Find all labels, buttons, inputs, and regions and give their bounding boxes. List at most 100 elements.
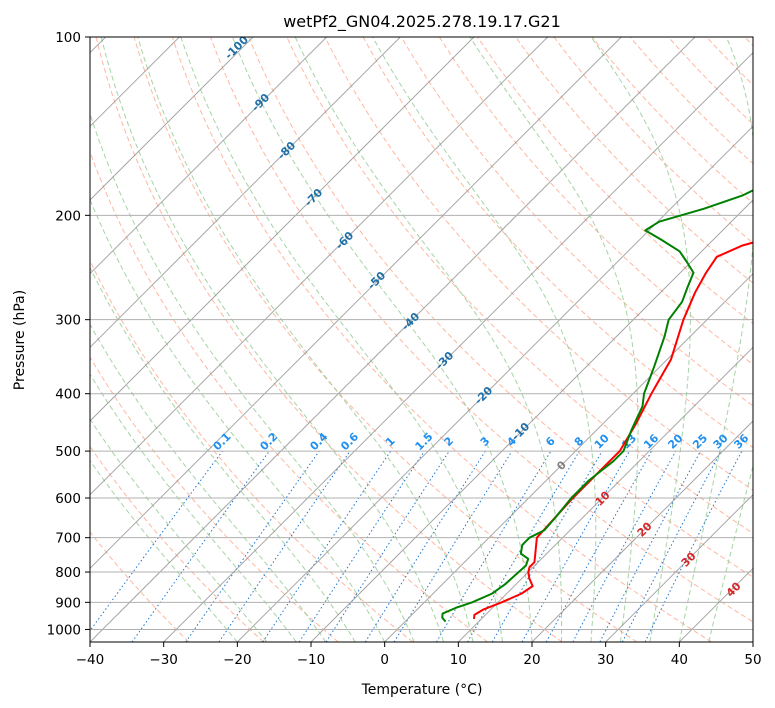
y-tick-label: 800 [55, 565, 81, 581]
mixing-ratio-label: 16 [641, 431, 661, 451]
dry-adiabat [668, 37, 753, 125]
isotherm [236, 125, 753, 642]
plot-area: -100-90-80-70-60-50-40-30-20-10010203040… [90, 37, 753, 642]
mixing-ratio-line [644, 450, 743, 642]
dry-adiabat [515, 37, 753, 284]
dry-adiabat [400, 37, 753, 407]
moist-adiabat [100, 37, 445, 642]
moist-adiabat [90, 418, 268, 642]
y-tick-label: 200 [55, 208, 81, 224]
isotherm [531, 420, 753, 642]
mixing-ratio-line [467, 450, 580, 642]
moist-adiabat [678, 37, 753, 642]
x-tick-label: 0 [380, 652, 389, 668]
isotherm [90, 37, 401, 349]
dry-adiabat [324, 37, 753, 491]
mixing-ratio-label: 3 [478, 434, 493, 449]
x-tick-label: −20 [223, 652, 252, 668]
isotherm [384, 272, 753, 642]
mixing-ratio-label: 0.6 [338, 430, 361, 453]
isotherm [457, 346, 753, 642]
sounding-series [441, 189, 753, 623]
dry-adiabat [90, 259, 414, 642]
x-tick-label: −10 [297, 652, 326, 668]
mixing-ratio-line [435, 450, 552, 642]
x-tick-label: −30 [149, 652, 178, 668]
y-tick-label: 1000 [47, 622, 81, 638]
y-axis-label: Pressure (hPa) [12, 290, 28, 390]
y-tick-label: 300 [55, 313, 81, 329]
x-tick-label: 40 [671, 652, 688, 668]
mixing-ratio-line [90, 450, 223, 632]
dry-adiabat [90, 531, 190, 642]
moist-adiabat [137, 37, 474, 642]
moist-adiabat [90, 266, 356, 642]
y-tick-label: 100 [55, 30, 81, 46]
temperature-line [473, 241, 753, 620]
isotherm [605, 493, 753, 642]
moist-adiabat [90, 323, 327, 642]
dry-adiabats [90, 37, 753, 642]
isotherm [90, 37, 254, 201]
mixing-ratio-label: 6 [543, 434, 558, 449]
mixing-ratio-line [599, 450, 701, 642]
moist-adiabat [90, 198, 386, 642]
mixing-ratio-line [572, 450, 677, 642]
dewpoint-line [441, 189, 753, 623]
moist-adiabats [90, 37, 753, 642]
x-tick-label: 30 [597, 652, 614, 668]
x-axis-ticks: −40 −30 −20 −10 0 10 20 30 40 50 [76, 642, 762, 668]
dry-adiabat [90, 150, 488, 642]
mixing-ratio-line [325, 450, 450, 642]
isotherm [90, 37, 696, 642]
mixing-ratio-label: 0.4 [307, 430, 330, 453]
dry-adiabat [210, 37, 753, 623]
moist-adiabat [294, 37, 563, 642]
isotherm [90, 37, 328, 275]
pressure-gridlines [90, 37, 753, 630]
moist-adiabat [231, 37, 533, 642]
dry-adiabat [90, 445, 264, 642]
mixing-ratio-line [621, 450, 722, 642]
chart-title: wetPf2_GN04.2025.278.19.17.G21 [283, 12, 561, 32]
y-tick-label: 600 [55, 491, 81, 507]
mixing-ratio-line [185, 450, 320, 642]
dry-adiabat [591, 37, 753, 204]
moist-adiabat [372, 37, 597, 642]
dry-adiabat [171, 37, 712, 642]
isotherm [90, 37, 549, 496]
isotherm [310, 199, 753, 642]
isotherm [678, 567, 753, 642]
moist-adiabat [590, 37, 691, 642]
moist-adiabat [90, 373, 297, 642]
mixing-ratio-line [545, 450, 653, 642]
mixing-ratio-line [393, 450, 513, 642]
mixing-ratio-label: 0.1 [211, 430, 234, 453]
dry-adiabat [362, 37, 753, 449]
x-tick-label: 20 [523, 652, 540, 668]
dry-adiabat [744, 37, 753, 47]
dry-adiabat [133, 37, 638, 642]
mixing-ratio-label: 1.5 [413, 430, 436, 453]
mixing-ratio-label: 1 [383, 434, 398, 449]
y-tick-label: 400 [55, 387, 81, 403]
plot-frame [89, 36, 754, 643]
x-axis-label: Temperature (°C) [361, 682, 483, 698]
mixing-ratio-line [131, 450, 270, 642]
mixing-ratio-label: 25 [690, 432, 710, 452]
mixing-ratio-label: 30 [711, 431, 731, 451]
isotherm [752, 641, 753, 642]
isotherm [163, 51, 753, 642]
mixing-ratio-label: 10 [592, 431, 612, 451]
y-tick-label: 900 [55, 595, 81, 611]
y-tick-label: 700 [55, 531, 81, 547]
mixing-ratio-label: 8 [572, 434, 587, 449]
mixing-ratio-line [298, 450, 425, 642]
isotherms [90, 37, 753, 642]
dry-adiabat [248, 37, 753, 578]
mixing-ratio-label: 0.2 [257, 430, 280, 453]
dry-adiabat-label: 40 [724, 579, 744, 599]
x-tick-label: −40 [76, 652, 105, 668]
dry-adiabat [439, 37, 753, 366]
moist-adiabat [708, 464, 753, 642]
